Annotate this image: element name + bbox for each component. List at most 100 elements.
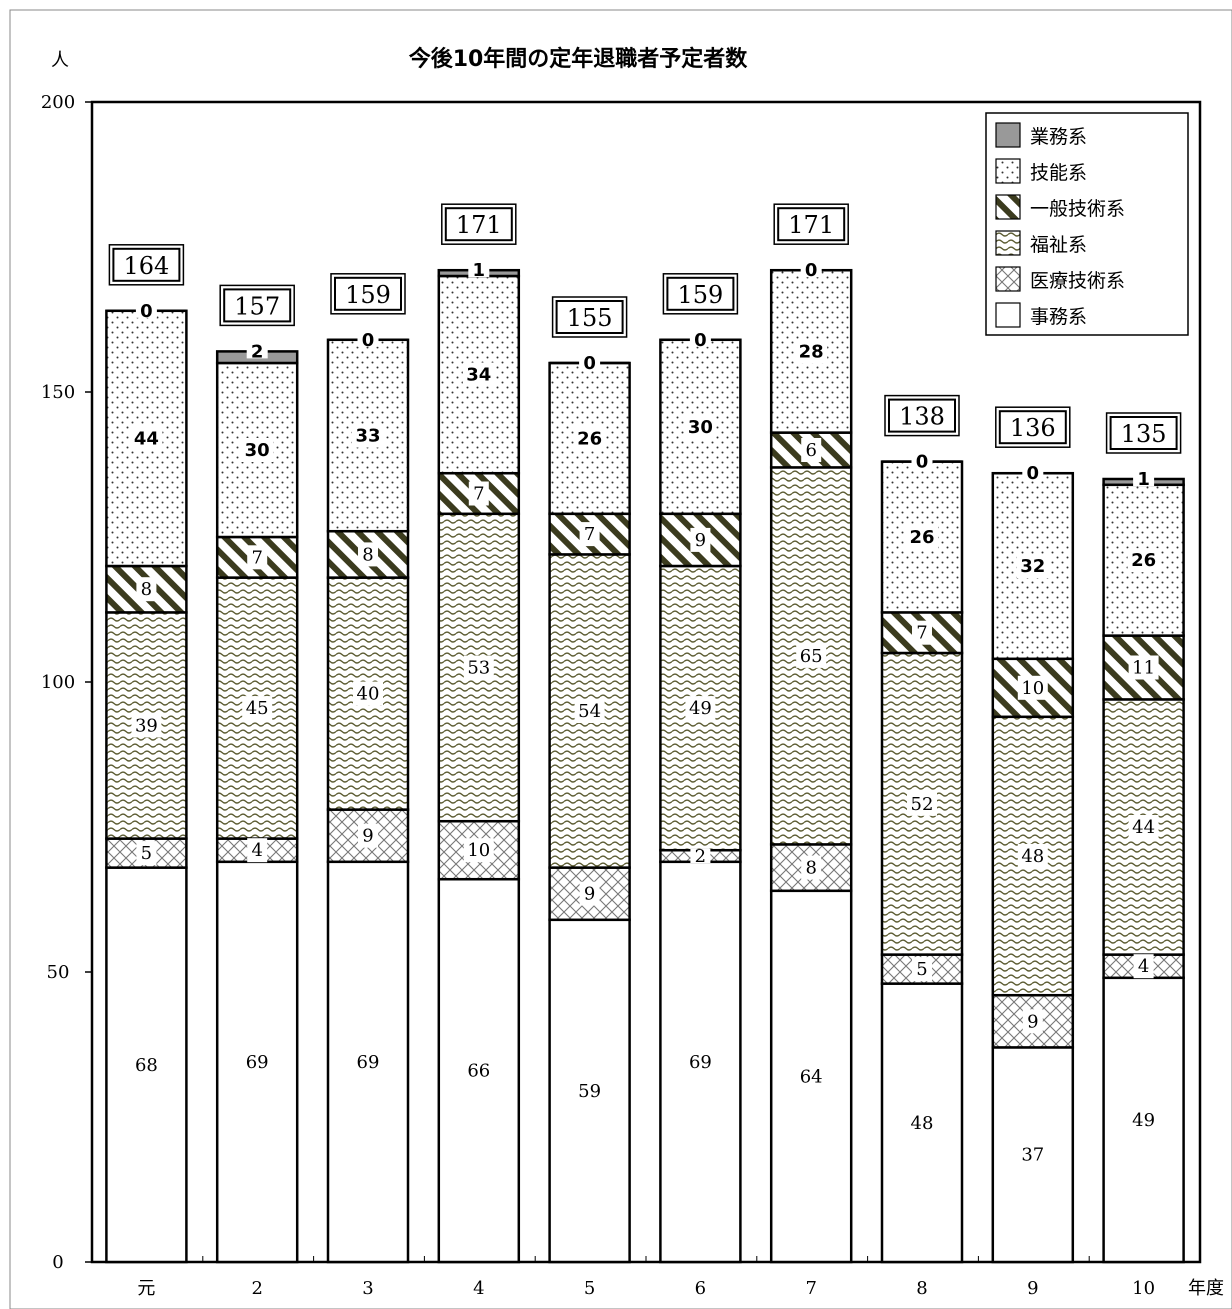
- x-tick-label: 5: [584, 1278, 595, 1299]
- data-label: 52: [911, 794, 934, 815]
- data-label: 9: [362, 826, 373, 847]
- data-label-bg: [685, 1049, 716, 1074]
- data-label-bg: [1128, 655, 1159, 680]
- data-label-bg: [130, 426, 163, 451]
- data-label-bg: [131, 1052, 162, 1077]
- legend-swatch-gino: [995, 158, 1021, 184]
- bar-segment-iryo: [991, 993, 1075, 1049]
- data-label-bg: [1017, 1142, 1048, 1167]
- legend-label: 医療技術系: [1030, 270, 1125, 292]
- total-box-inner: [223, 288, 292, 323]
- data-label: 10: [467, 840, 490, 861]
- legend-swatch-fukushi: [995, 230, 1021, 256]
- x-tick-label: 4: [473, 1278, 484, 1299]
- x-tick-label: 9: [1027, 1278, 1038, 1299]
- data-label: 9: [584, 884, 595, 905]
- legend-swatch-jimu: [995, 302, 1021, 328]
- legend-label: 一般技術系: [1030, 198, 1125, 220]
- x-axis-label: 年度: [1188, 1278, 1224, 1299]
- total-label: 157: [234, 292, 280, 320]
- data-label: 69: [689, 1052, 712, 1073]
- data-label-bg: [1133, 954, 1154, 979]
- data-label: 32: [1020, 556, 1045, 577]
- total-label: 159: [677, 281, 723, 309]
- data-label: 0: [916, 452, 929, 473]
- total-box-inner: [112, 247, 181, 282]
- data-label-bg: [801, 438, 822, 462]
- data-label: 64: [800, 1066, 823, 1087]
- data-label: 59: [578, 1081, 601, 1102]
- data-label-bg: [573, 426, 606, 451]
- data-label-bg: [574, 1078, 605, 1103]
- data-label-bg: [357, 332, 379, 347]
- legend: [985, 112, 1189, 336]
- data-label-bg: [685, 696, 716, 721]
- data-label-bg: [796, 1064, 827, 1089]
- data-label-bg: [1016, 554, 1049, 578]
- legend-swatch-ippan: [995, 194, 1021, 220]
- data-label: 1: [1137, 469, 1150, 490]
- total-box-inner: [444, 207, 513, 242]
- data-label-bg: [912, 620, 932, 645]
- data-label-bg: [468, 263, 490, 278]
- total-label: 171: [456, 211, 502, 239]
- data-label-bg: [242, 1049, 273, 1074]
- y-tick-label: 50: [47, 962, 70, 983]
- data-label: 44: [134, 428, 159, 449]
- data-label-bg: [247, 838, 268, 863]
- x-tick-label: 3: [362, 1278, 373, 1299]
- total-box-inner: [998, 410, 1067, 445]
- data-label: 2: [251, 341, 264, 362]
- data-label: 49: [1132, 1110, 1155, 1131]
- data-label-bg: [574, 699, 605, 723]
- data-label: 4: [1138, 956, 1149, 977]
- data-label: 1: [473, 260, 486, 281]
- data-label: 68: [135, 1055, 158, 1076]
- legend-label: 業務系: [1030, 126, 1087, 148]
- legend-swatch-iryo: [995, 266, 1021, 292]
- data-label: 4: [251, 840, 262, 861]
- legend-label: 技能系: [1030, 162, 1087, 184]
- data-label: 65: [800, 646, 823, 667]
- legend-label: 事務系: [1030, 306, 1087, 328]
- data-label-bg: [463, 838, 494, 863]
- data-label-bg: [1127, 548, 1160, 573]
- data-label: 7: [251, 547, 262, 568]
- data-label-bg: [579, 356, 601, 370]
- data-label: 0: [140, 301, 153, 322]
- data-label: 0: [1027, 463, 1040, 484]
- data-label: 40: [357, 684, 380, 705]
- y-tick-label: 100: [41, 672, 75, 693]
- data-label-bg: [135, 303, 157, 318]
- data-label: 30: [688, 417, 713, 438]
- data-label-bg: [801, 855, 822, 880]
- data-label: 48: [1021, 846, 1044, 867]
- data-label: 30: [245, 440, 270, 461]
- data-label: 9: [1027, 1011, 1038, 1032]
- y-tick-label: 150: [41, 382, 75, 403]
- total-box-inner: [777, 207, 846, 242]
- data-label: 44: [1132, 817, 1155, 838]
- data-label-bg: [684, 414, 717, 439]
- data-label: 10: [1021, 678, 1044, 699]
- data-label-bg: [579, 881, 600, 906]
- data-label-bg: [463, 655, 494, 680]
- total-label: 171: [788, 211, 834, 239]
- legend-swatch-gyomu: [995, 122, 1021, 148]
- data-label-bg: [911, 454, 933, 469]
- data-label-bg: [242, 696, 273, 721]
- data-label-bg: [1128, 1107, 1159, 1132]
- data-label-bg: [463, 1058, 494, 1083]
- data-label-bg: [690, 527, 711, 552]
- y-axis-label: 人: [51, 50, 69, 71]
- data-label: 26: [909, 527, 934, 548]
- total-box-inner: [666, 276, 735, 311]
- data-label-bg: [353, 1049, 383, 1074]
- data-label-bg: [1022, 466, 1044, 481]
- data-label: 39: [135, 716, 158, 737]
- data-label-bg: [1017, 844, 1048, 868]
- total-label: 138: [899, 403, 945, 431]
- data-label-bg: [246, 344, 268, 359]
